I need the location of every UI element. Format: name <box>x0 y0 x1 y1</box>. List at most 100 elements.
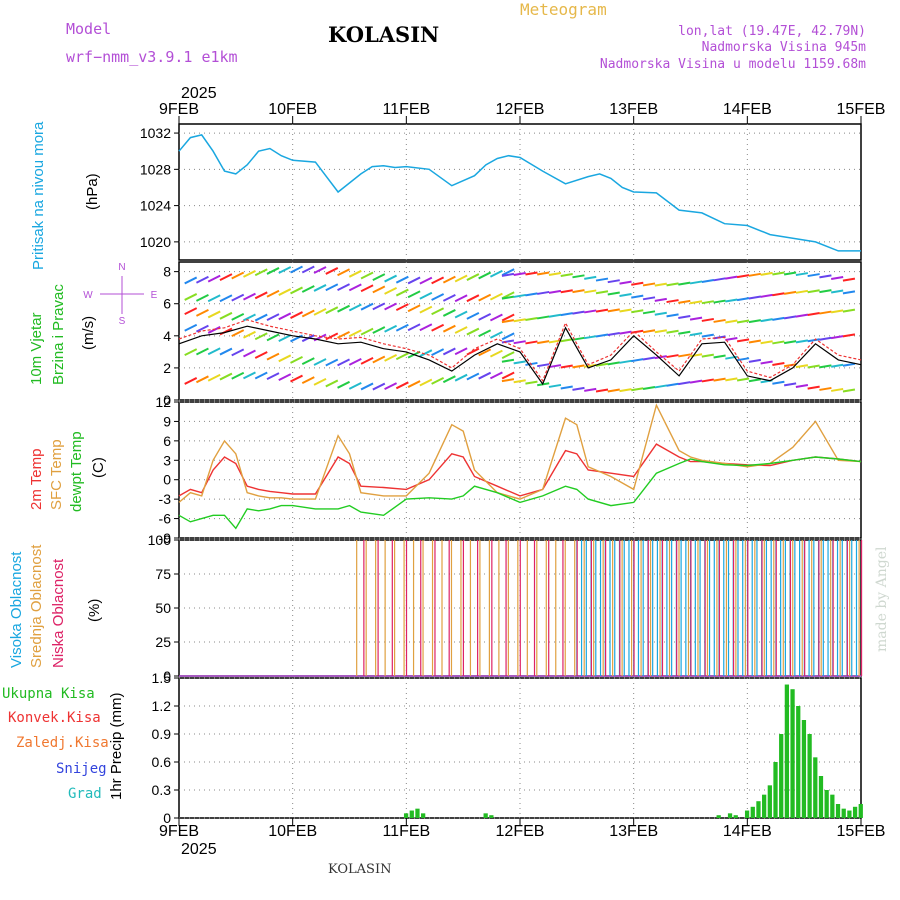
wind-arrow <box>478 271 492 280</box>
legend-ukupna: Ukupna Kisa <box>2 686 95 702</box>
wind-arrow <box>419 378 433 387</box>
wind-arrow <box>195 324 209 333</box>
wind-arrow <box>243 269 256 278</box>
model-altitude-label: Nadmorska Visina u modelu 1159.68m <box>599 57 866 72</box>
y-tick-label: 0 <box>163 668 171 684</box>
y-tick-label: 50 <box>155 600 171 616</box>
wind-arrow <box>372 285 386 294</box>
wind-arrow <box>701 317 714 322</box>
wind-arrow <box>642 282 656 287</box>
wind-arrow <box>219 311 233 320</box>
wind-arrow <box>231 271 245 280</box>
wind-arrow <box>360 356 374 365</box>
wind-arrow <box>313 358 327 366</box>
wind-arrow <box>548 364 562 369</box>
wind-arrow <box>607 279 620 284</box>
wind-arrow <box>842 333 856 338</box>
meteogram-title: Meteogram <box>520 0 607 19</box>
wind-arrow <box>736 319 750 324</box>
wind-arrow <box>466 273 480 281</box>
wind-arrow <box>384 274 398 283</box>
wind-arrow <box>513 360 526 365</box>
wind-arrow <box>842 388 856 393</box>
wind-arrow <box>325 267 339 275</box>
wind-arrow <box>831 275 844 280</box>
wind-arrow <box>478 293 492 302</box>
wind-arrow <box>831 363 844 368</box>
wind-arrow <box>384 302 398 311</box>
precip-bar <box>489 815 494 818</box>
wind-arrow <box>254 351 268 359</box>
precip-bar <box>852 806 858 818</box>
precip-bar <box>733 815 738 818</box>
wind-arrow <box>748 295 762 300</box>
wind-arrow <box>372 273 386 281</box>
wind-arrow <box>619 388 632 393</box>
wind-arrow <box>678 299 691 304</box>
wind-arrow <box>501 351 515 359</box>
wind-arrow <box>231 293 245 302</box>
wind-arrow <box>642 310 656 315</box>
wind-arrow <box>537 271 550 276</box>
wind-arrow <box>666 354 679 359</box>
precip-bar <box>847 810 852 818</box>
y-tick-label: 25 <box>155 634 171 650</box>
wind-arrow <box>431 323 445 332</box>
wind-arrow <box>678 315 691 320</box>
wind-arrow <box>783 363 797 368</box>
x-tick-label-top: 10FEB <box>268 101 317 118</box>
wind-arrow <box>266 289 280 298</box>
wind-arrow <box>831 387 844 392</box>
wind-arrow <box>513 318 526 323</box>
wind-arrow <box>642 329 656 334</box>
wind-arrow <box>195 347 209 356</box>
wind-arrow <box>290 265 303 274</box>
wind-arrow <box>678 281 691 286</box>
wind-arrow <box>184 307 198 316</box>
x-tick-label-top: 11FEB <box>382 101 430 118</box>
precip-bar <box>796 706 801 818</box>
wind-arrow <box>678 381 691 386</box>
wind-arrow <box>795 289 809 294</box>
wind-arrow <box>783 340 797 345</box>
wind-arrow <box>207 347 221 356</box>
wind-arrow <box>348 303 362 312</box>
wind-arrow <box>619 280 632 285</box>
t2m-line <box>178 443 862 497</box>
wind-arrow <box>384 324 398 333</box>
wind-arrow <box>313 377 327 386</box>
wind-arrow <box>595 388 609 393</box>
wind-arrow <box>501 332 515 341</box>
wind-arrow <box>407 323 421 332</box>
wind-arrow <box>431 307 445 316</box>
wind-arrow <box>454 373 468 382</box>
wind-arrow <box>807 289 820 294</box>
wind-arrow <box>466 372 480 381</box>
wind-arrow <box>442 347 456 356</box>
wind-arrow <box>631 294 644 299</box>
wind-arrow <box>254 371 268 380</box>
wind-arrow <box>701 300 714 305</box>
precip-bar <box>403 813 409 818</box>
wind-arrow <box>231 312 245 321</box>
wind-arrow <box>207 373 221 382</box>
sfc-temp-line <box>178 403 862 503</box>
wind-arrow <box>842 308 856 313</box>
wind-arrow <box>337 380 350 389</box>
y-tick-label: 2 <box>163 360 171 376</box>
wind-arrow <box>654 282 667 287</box>
wind-arrow <box>525 380 538 385</box>
y-tick-label: 0.6 <box>152 754 172 770</box>
precip-bar <box>784 684 790 818</box>
wind-arrow <box>325 306 339 315</box>
wind-arrow <box>525 271 538 276</box>
precip-bar <box>779 734 784 818</box>
wind-arrow <box>466 311 480 320</box>
wind-arrow <box>795 384 809 389</box>
wind-arrow <box>266 352 280 361</box>
wind-arrow <box>407 380 421 388</box>
wind-arrow <box>642 296 656 301</box>
wind-arrow <box>548 289 562 294</box>
wind-arrow <box>395 275 409 284</box>
wind-arrow <box>513 271 526 276</box>
